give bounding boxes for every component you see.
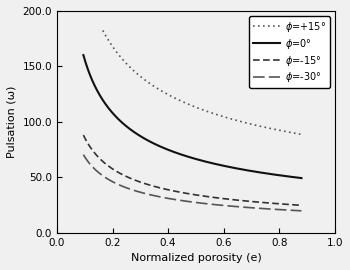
φ=+15°	[125, 62, 129, 66]
φ=-15°	[81, 133, 85, 137]
Line: φ=-15°: φ=-15°	[83, 135, 301, 205]
φ=0°	[239, 168, 243, 171]
φ=0°	[168, 149, 172, 152]
φ=-30°	[299, 209, 303, 212]
φ=-30°	[152, 194, 156, 197]
φ=-15°	[107, 165, 112, 168]
φ=-15°	[240, 199, 244, 202]
φ=-30°	[239, 205, 243, 208]
φ=+15°	[245, 122, 249, 125]
φ=-30°	[168, 197, 172, 200]
φ=-30°	[240, 205, 244, 209]
Line: φ=-30°: φ=-30°	[83, 155, 301, 211]
φ=-30°	[81, 153, 85, 156]
Y-axis label: Pulsation (ω): Pulsation (ω)	[7, 86, 17, 158]
φ=-15°	[218, 197, 223, 200]
φ=+15°	[226, 116, 230, 120]
φ=-15°	[152, 185, 156, 188]
φ=+15°	[244, 121, 248, 124]
φ=0°	[240, 168, 244, 171]
φ=-30°	[218, 204, 223, 207]
φ=-15°	[239, 199, 243, 202]
φ=-15°	[168, 188, 172, 192]
φ=+15°	[180, 100, 184, 103]
φ=-30°	[107, 178, 112, 182]
φ=+15°	[299, 133, 303, 136]
Legend: $\phi$=+15°, $\phi$=0°, $\phi$=-15°, $\phi$=-30°: $\phi$=+15°, $\phi$=0°, $\phi$=-15°, $\p…	[249, 16, 330, 88]
φ=0°	[81, 53, 85, 57]
X-axis label: Normalized porosity (e): Normalized porosity (e)	[131, 253, 261, 263]
Line: φ=+15°: φ=+15°	[103, 31, 301, 134]
φ=0°	[107, 108, 112, 111]
φ=+15°	[166, 93, 170, 96]
φ=0°	[299, 177, 303, 180]
φ=0°	[152, 142, 156, 146]
Line: φ=0°: φ=0°	[83, 55, 301, 178]
φ=0°	[218, 164, 223, 167]
φ=-15°	[299, 204, 303, 207]
φ=+15°	[101, 29, 105, 32]
